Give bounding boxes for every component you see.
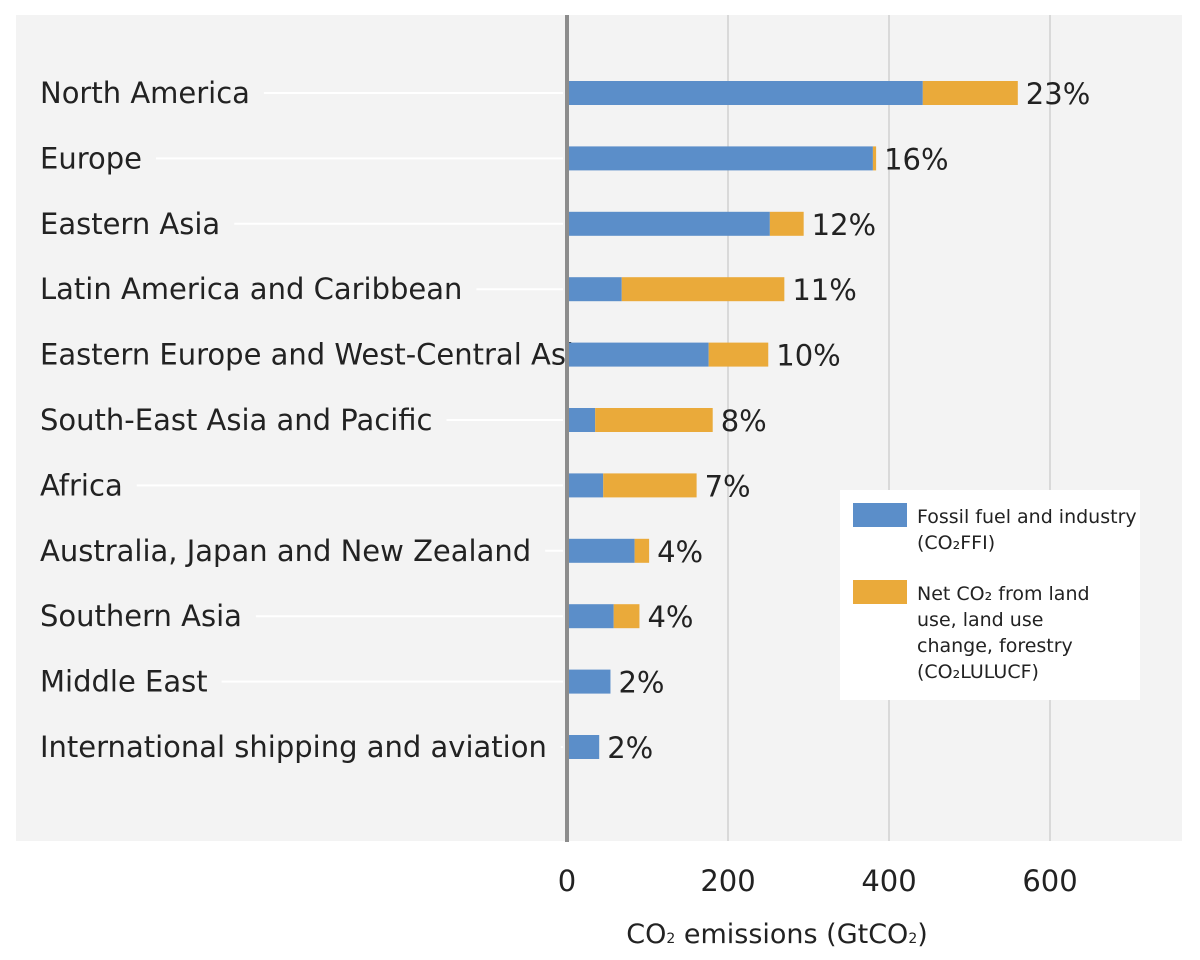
category-label: Eastern Asia: [40, 207, 220, 241]
category-label: Africa: [40, 468, 123, 502]
share-label: 4%: [657, 535, 703, 569]
legend-entry-text: Fossil fuel and industry: [917, 506, 1137, 528]
bar-fossil-fuel: [567, 81, 923, 105]
share-label: 2%: [618, 666, 664, 700]
legend-swatch-land-use: [853, 580, 907, 604]
category-label: International shipping and aviation: [40, 730, 547, 764]
legend-entry-text: (CO₂FFI): [917, 532, 995, 554]
bar-fossil-fuel: [567, 408, 596, 432]
share-label: 4%: [647, 600, 693, 634]
bar-land-use: [595, 408, 713, 432]
legend-entry-text: change, forestry: [917, 635, 1073, 657]
bar-land-use: [634, 538, 650, 563]
bar-fossil-fuel: [567, 473, 604, 498]
category-label: Southern Asia: [40, 599, 242, 633]
share-label: 10%: [776, 339, 840, 373]
share-label: 7%: [705, 469, 751, 503]
bar-fossil-fuel: [567, 146, 873, 171]
x-tick-label: 600: [1022, 864, 1077, 898]
bar-land-use: [769, 211, 804, 236]
category-label: North America: [40, 76, 250, 110]
category-label: South-East Asia and Pacific: [40, 403, 432, 437]
bar-fossil-fuel: [567, 735, 600, 759]
bar-fossil-fuel: [567, 342, 709, 367]
bar-land-use: [872, 146, 877, 171]
legend-swatch-fossil: [853, 503, 907, 527]
share-label: 12%: [812, 208, 876, 242]
bar-fossil-fuel: [567, 604, 614, 629]
x-tick-label: 400: [861, 864, 916, 898]
bar-land-use: [603, 473, 697, 498]
category-label: Middle East: [40, 665, 208, 699]
share-label: 16%: [884, 142, 948, 176]
share-label: 2%: [607, 731, 653, 765]
x-tick-label: 200: [700, 864, 755, 898]
legend-entry-text: Net CO₂ from land: [917, 583, 1090, 605]
legend-entry-text: (CO₂LULUCF): [917, 661, 1039, 683]
x-axis-title: CO2 emissions (GtCO2): [626, 919, 928, 950]
legend-entry-text: use, land use: [917, 609, 1043, 631]
bar-land-use: [708, 342, 769, 367]
bar-fossil-fuel: [567, 538, 635, 563]
share-label: 11%: [792, 273, 856, 307]
bar-land-use: [922, 81, 1018, 105]
bar-fossil-fuel: [567, 211, 770, 236]
category-label: Australia, Japan and New Zealand: [40, 534, 531, 568]
bar-fossil-fuel: [567, 277, 622, 302]
bar-land-use: [621, 277, 785, 302]
bar-land-use: [613, 604, 640, 629]
share-label: 8%: [721, 404, 767, 438]
bar-fossil-fuel: [567, 669, 611, 694]
category-label: Europe: [40, 141, 142, 175]
x-tick-label: 0: [558, 864, 576, 898]
category-label: Latin America and Caribbean: [40, 272, 462, 306]
share-label: 23%: [1026, 77, 1090, 111]
category-label: Eastern Europe and West-Central Asia: [40, 338, 592, 372]
